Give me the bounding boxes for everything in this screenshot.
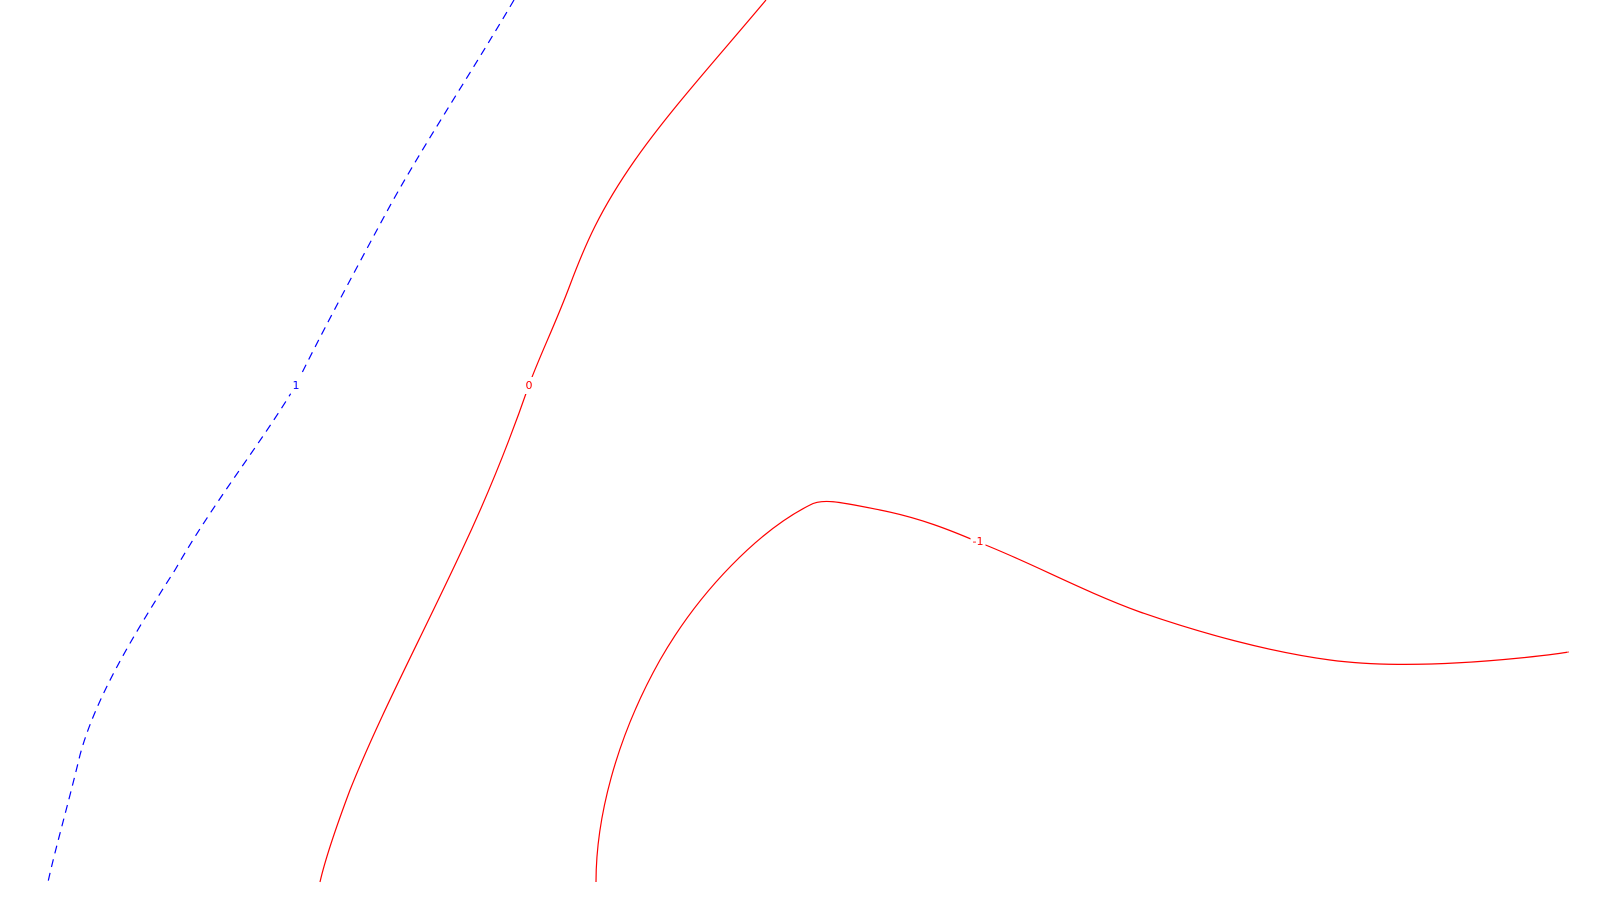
- label-background: [290, 377, 302, 394]
- contour-label-level-1: 1: [293, 379, 300, 392]
- contour-label-level-neg1: -1: [973, 535, 984, 548]
- contour-line-level-neg1: [595, 500, 1569, 883]
- label-background: [523, 377, 535, 394]
- label-background: [970, 533, 986, 550]
- contour-level-neg1: -1: [595, 500, 1569, 883]
- contour-line-level-1: [47, 0, 515, 883]
- contour-line-level-0: [319, 0, 767, 883]
- contour-level-1: 1: [47, 0, 515, 883]
- contour-level-0: 0: [319, 0, 767, 883]
- contour-label-level-0: 0: [526, 379, 533, 392]
